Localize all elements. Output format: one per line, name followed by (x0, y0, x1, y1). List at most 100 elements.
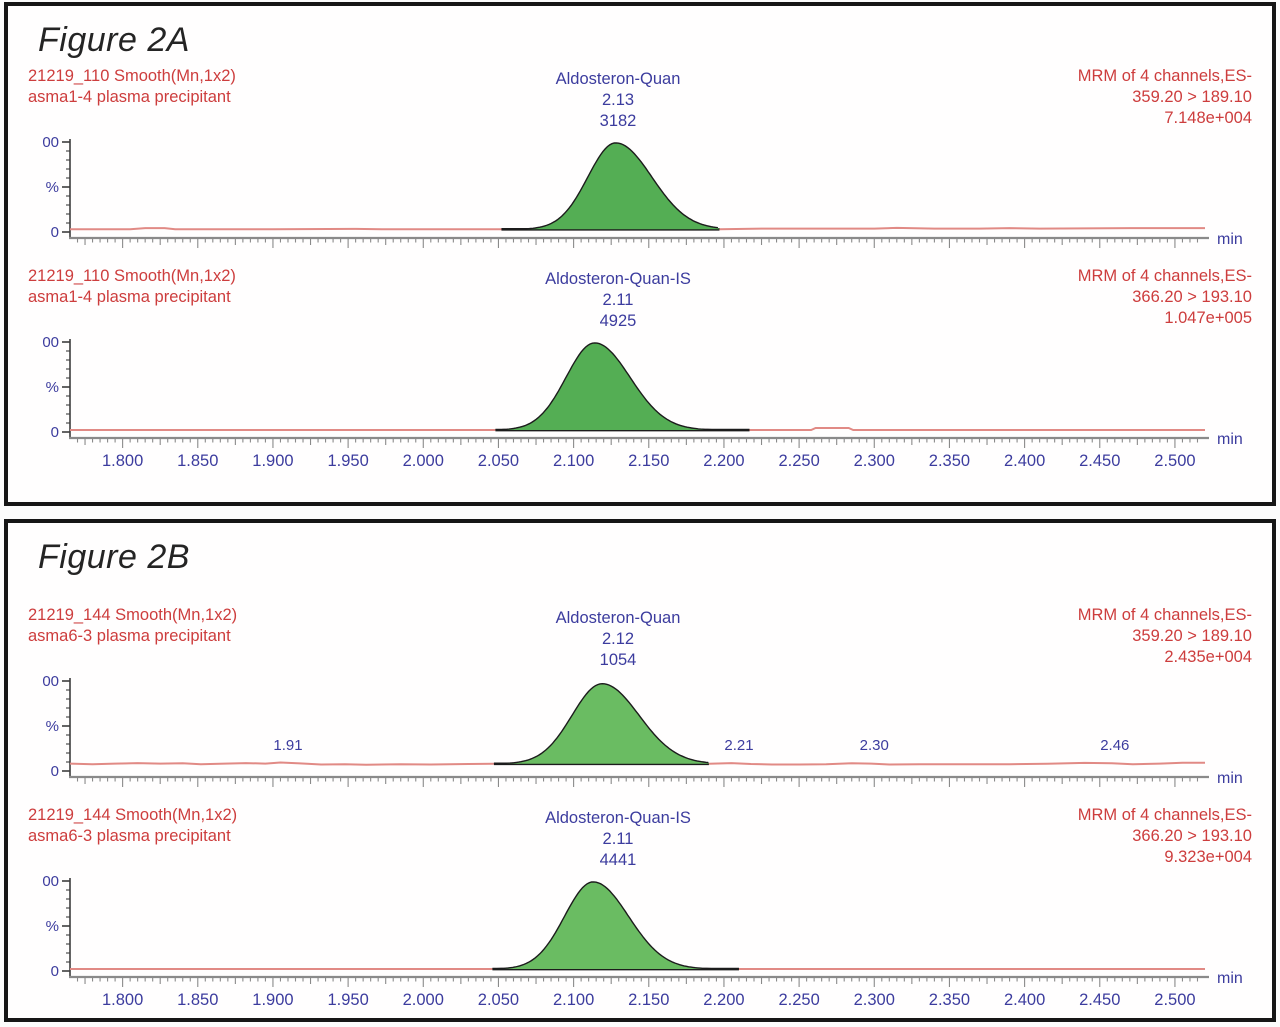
trace-annotation: 2.46 (1100, 737, 1129, 754)
figure-2b-panel: Figure 2B 21219_144 Smooth(Mn,1x2) asma6… (4, 519, 1276, 1022)
x-tick-label: 2.500 (1154, 452, 1195, 470)
mrm-channels-line: MRM of 4 channels,ES- (1077, 267, 1252, 285)
x-tick-label: 2.200 (703, 991, 744, 1009)
x-axis-unit-label: min (1217, 770, 1243, 787)
sample-desc-line: asma6-3 plasma precipitant (28, 827, 231, 845)
peak-fill (493, 683, 709, 764)
peak-outline (492, 881, 739, 970)
peak-outline (501, 142, 718, 230)
x-tick-label: 2.300 (854, 452, 895, 470)
x-tick-label: 2.350 (929, 991, 970, 1009)
baseline-trace (70, 227, 502, 231)
x-tick-label: 2.400 (1004, 452, 1045, 470)
peak-name: Aldosteron-Quan-IS (545, 809, 691, 827)
chromatogram-plot: 00% 0 min 1.91 2.21 2.30 2.46 (42, 675, 1243, 787)
x-tick-label: 2.100 (553, 452, 594, 470)
y-axis-label: 00 (42, 675, 59, 690)
intensity-scale-line: 9.323e+004 (1164, 848, 1252, 866)
peak-fill (495, 342, 750, 430)
x-tick-label: 1.950 (327, 452, 368, 470)
x-tick-label: 2.450 (1079, 991, 1120, 1009)
sample-id-line: 21219_110 Smooth(Mn,1x2) (28, 267, 236, 285)
mrm-transition-line: 366.20 > 193.10 (1132, 288, 1252, 306)
acquisition-info: MRM of 4 channels,ES- 366.20 > 193.10 1.… (1078, 266, 1252, 329)
x-tick-label: 1.900 (252, 991, 293, 1009)
x-tick-label: 1.850 (177, 991, 218, 1009)
peak-area-value: 1054 (599, 651, 637, 669)
chromatogram-header: 21219_110 Smooth(Mn,1x2) asma1-4 plasma … (20, 66, 1260, 136)
sample-desc-line: asma1-4 plasma precipitant (28, 88, 231, 106)
x-tick-label: 1.850 (177, 452, 218, 470)
peak-retention-time: 2.11 (602, 291, 634, 309)
x-tick-label: 1.950 (327, 991, 368, 1009)
y-axis-label: 0 (51, 963, 59, 980)
x-tick-label: 2.150 (628, 452, 669, 470)
y-axis-label: 00 (42, 875, 59, 890)
y-axis-label: 0 (51, 424, 59, 441)
peak-label: Aldosteron-Quan-IS 2.11 4925 (545, 269, 691, 332)
sample-info: 21219_144 Smooth(Mn,1x2) asma6-3 plasma … (28, 605, 237, 647)
x-tick-label: 2.000 (403, 452, 444, 470)
x-tick-label: 2.200 (703, 452, 744, 470)
y-axis-label: % (46, 918, 59, 935)
chromatogram-plot: 00% 0 min 1.800 1.850 1.900 1.950 2.000 2.050 2.1… (42, 336, 1242, 470)
x-tick-label: 2.250 (778, 991, 819, 1009)
figure-2b-title: Figure 2B (38, 538, 190, 576)
chromatogram-2b-quan-is: 21219_144 Smooth(Mn,1x2) asma6-3 plasma … (20, 805, 1260, 1009)
x-tick-label: 1.900 (252, 452, 293, 470)
x-tick-label: 2.050 (478, 452, 519, 470)
peak-outline (495, 342, 748, 431)
peak-fill (492, 881, 739, 969)
x-tick-label: 2.350 (929, 452, 970, 470)
acquisition-info: MRM of 4 channels,ES- 359.20 > 189.10 7.… (1078, 66, 1252, 129)
figure-2a-panel: Figure 2A 21219_110 Smooth(Mn,1x2) asma1… (4, 2, 1276, 506)
x-tick-label: 2.450 (1079, 452, 1120, 470)
sample-info: 21219_144 Smooth(Mn,1x2) asma6-3 plasma … (28, 805, 237, 847)
chromatogram-2a-quan-is: 21219_110 Smooth(Mn,1x2) asma1-4 plasma … (20, 266, 1260, 470)
peak-retention-time: 2.13 (601, 91, 635, 109)
sample-id-line: 21219_110 Smooth(Mn,1x2) (28, 67, 236, 85)
acquisition-info: MRM of 4 channels,ES- 359.20 > 189.10 2.… (1078, 605, 1252, 668)
intensity-scale-line: 1.047e+005 (1164, 309, 1252, 327)
baseline-trace (708, 761, 1205, 766)
peak-fill (501, 142, 720, 230)
mrm-channels-line: MRM of 4 channels,ES- (1077, 67, 1252, 85)
figure-2a-title: Figure 2A (38, 21, 190, 59)
x-tick-label: 2.300 (854, 991, 895, 1009)
peak-area-value: 4441 (599, 851, 637, 869)
chromatogram-header: 21219_144 Smooth(Mn,1x2) asma6-3 plasma … (20, 805, 1260, 875)
x-tick-label: 2.100 (553, 991, 594, 1009)
sample-info: 21219_110 Smooth(Mn,1x2) asma1-4 plasma … (28, 66, 236, 108)
x-axis-unit-label: min (1217, 231, 1243, 248)
peak-label: Aldosteron-Quan 2.12 1054 (556, 608, 681, 671)
y-axis-label: 0 (51, 224, 59, 241)
baseline-trace (719, 226, 1205, 231)
y-axis-label: % (46, 379, 59, 396)
peak-outline (493, 682, 709, 765)
trace-annotation: 1.91 (273, 737, 302, 754)
intensity-scale-line: 7.148e+004 (1164, 109, 1252, 127)
peak-retention-time: 2.12 (601, 630, 635, 648)
mrm-channels-line: MRM of 4 channels,ES- (1077, 806, 1252, 824)
baseline-trace (749, 427, 1205, 431)
peak-label: Aldosteron-Quan 2.13 3182 (556, 69, 681, 132)
trace-annotation: 2.30 (860, 737, 889, 754)
sample-desc-line: asma6-3 plasma precipitant (28, 627, 231, 645)
mrm-transition-line: 366.20 > 193.10 (1132, 827, 1252, 845)
peak-name: Aldosteron-Quan (555, 70, 681, 88)
y-axis-label: 00 (42, 336, 59, 351)
y-axis-label: % (46, 179, 59, 196)
sample-info: 21219_110 Smooth(Mn,1x2) asma1-4 plasma … (28, 266, 236, 308)
chromatogram-2a-quan: 21219_110 Smooth(Mn,1x2) asma1-4 plasma … (20, 66, 1260, 250)
mrm-channels-line: MRM of 4 channels,ES- (1077, 606, 1252, 624)
peak-name: Aldosteron-Quan (555, 609, 681, 627)
chromatogram-plot: 00% 0 min 1.800 1.850 1.900 1.950 2.000 2.050 2.1… (42, 875, 1242, 1009)
peak-area-value: 4925 (599, 312, 637, 330)
peak-area-value: 3182 (599, 112, 637, 130)
y-axis-label: % (46, 718, 59, 735)
mrm-transition-line: 359.20 > 189.10 (1132, 627, 1252, 645)
chromatogram-plot: 00% 0 min (42, 136, 1243, 248)
chromatogram-header: 21219_110 Smooth(Mn,1x2) asma1-4 plasma … (20, 266, 1260, 336)
x-tick-label: 2.250 (778, 452, 819, 470)
